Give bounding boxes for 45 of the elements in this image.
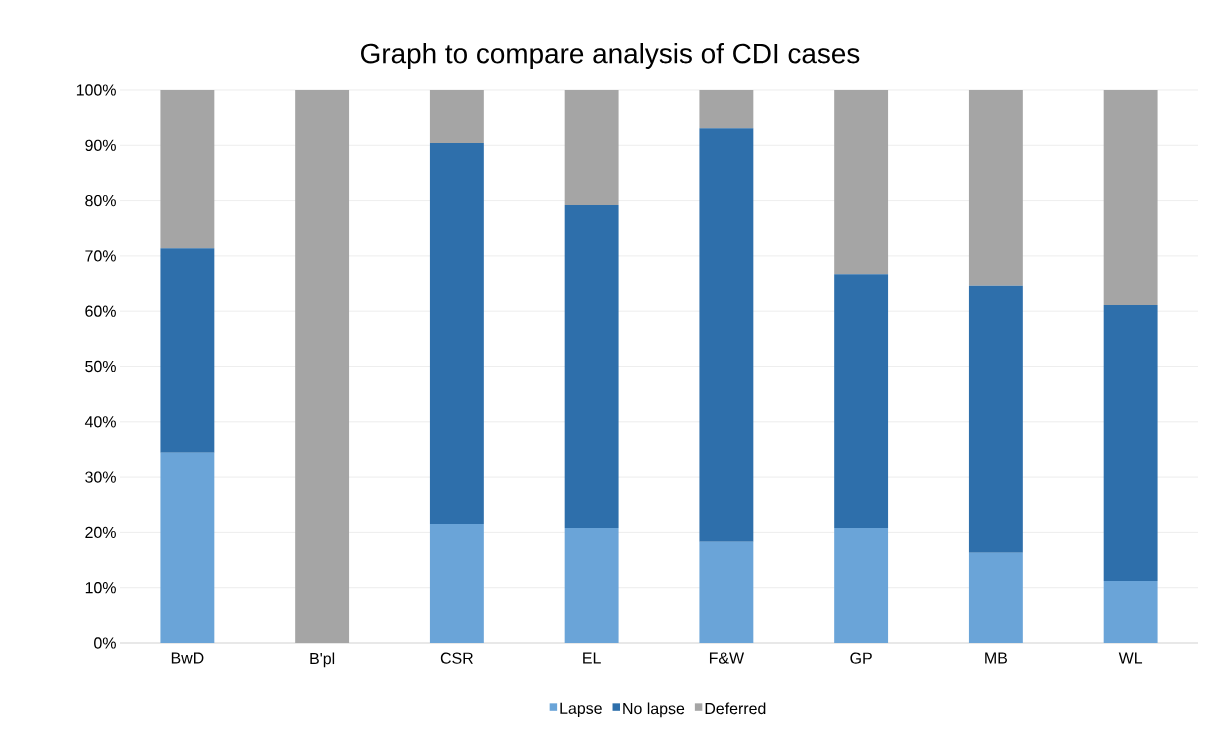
y-tick-label: 80% xyxy=(85,194,116,207)
y-tick-label: 20% xyxy=(85,526,116,539)
y-tick-label: 60% xyxy=(85,305,116,317)
y-tick-label: 70% xyxy=(85,250,116,262)
bar xyxy=(429,524,484,643)
legend-label: Lapse xyxy=(560,702,602,718)
bar xyxy=(429,89,484,144)
bar xyxy=(160,452,215,643)
bar xyxy=(160,89,215,249)
x-tick-label: BwD xyxy=(171,652,204,664)
bar xyxy=(429,143,484,525)
bar xyxy=(564,527,619,643)
chart-title: Graph to compare analysis of CDI cases xyxy=(361,43,860,69)
y-tick-label: 100% xyxy=(76,84,116,96)
bar xyxy=(160,248,215,453)
bar xyxy=(834,274,889,528)
y-tick-label: 50% xyxy=(85,360,116,373)
x-tick-label: B'pl xyxy=(310,652,335,668)
bar xyxy=(968,552,1023,643)
bar xyxy=(564,89,619,206)
x-tick-label: GP xyxy=(850,652,872,664)
bar xyxy=(1103,89,1158,306)
x-tick-label: EL xyxy=(583,652,601,664)
x-tick-label: WL xyxy=(1118,652,1143,664)
bar xyxy=(699,128,754,542)
y-tick-label: 30% xyxy=(85,471,116,483)
bar xyxy=(968,89,1023,286)
bar xyxy=(834,527,889,643)
bar xyxy=(1103,581,1158,643)
y-tick-label: 90% xyxy=(85,139,116,151)
bar xyxy=(564,205,619,528)
bar xyxy=(968,285,1023,553)
x-tick-label: MB xyxy=(985,652,1007,664)
bar xyxy=(1103,305,1158,582)
y-tick-label: 10% xyxy=(85,582,116,594)
bar xyxy=(699,89,754,129)
legend-label: Deferred xyxy=(705,702,766,715)
bar xyxy=(295,89,350,643)
bar xyxy=(834,89,889,275)
x-tick-label: CSR xyxy=(440,652,473,664)
legend-label: No lapse xyxy=(623,702,685,718)
y-tick-label: 0% xyxy=(94,637,116,649)
x-tick-label: F&W xyxy=(709,652,745,664)
y-tick-label: 40% xyxy=(84,416,116,428)
bar xyxy=(699,541,754,643)
